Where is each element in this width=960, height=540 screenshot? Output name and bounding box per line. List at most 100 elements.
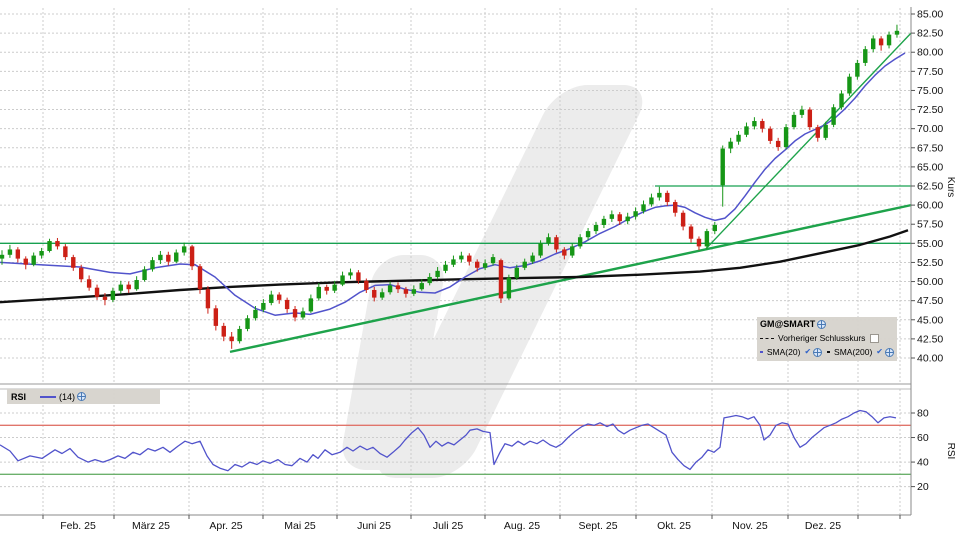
rsi-tick-label: 20	[917, 481, 929, 493]
candle-body	[673, 202, 678, 213]
price-tick-label: 77.50	[917, 66, 943, 78]
candle-body	[102, 296, 108, 300]
globe-icon[interactable]	[885, 347, 894, 357]
month-label: Dez. 25	[805, 520, 841, 532]
candle-body	[63, 246, 68, 258]
candle-body	[839, 93, 844, 108]
candle-body	[475, 261, 480, 268]
price-tick-label: 75.00	[917, 85, 943, 97]
sma20-checkbox[interactable]	[804, 348, 811, 356]
candle-body	[601, 218, 607, 225]
candle-body	[356, 272, 361, 281]
candle-body	[166, 254, 171, 262]
candle-body	[712, 224, 717, 232]
sma200-line-icon	[827, 351, 831, 353]
candle-body	[55, 241, 60, 247]
candle-body	[348, 272, 353, 276]
month-label: Aug. 25	[504, 520, 540, 532]
price-tick-label: 82.50	[917, 28, 943, 40]
candle-body	[435, 270, 440, 277]
candle-body	[490, 257, 496, 264]
candle-body	[498, 260, 504, 299]
candle-body	[181, 246, 187, 253]
trend-line	[705, 32, 912, 250]
candle-body	[467, 255, 472, 262]
month-label: Juni 25	[357, 520, 391, 532]
candle-body	[269, 294, 274, 303]
candle-body	[379, 292, 385, 298]
candle-body	[237, 328, 242, 342]
candle-body	[395, 285, 401, 290]
candle-body	[831, 107, 836, 125]
prev-close-label[interactable]: Vorheriger Schlusskurs	[778, 333, 866, 343]
candle-body	[768, 128, 773, 141]
candle-body	[744, 126, 749, 135]
price-tick-label: 50.00	[917, 276, 943, 288]
legend-row-symbol: GM@SMART	[757, 317, 897, 331]
candle-body	[71, 257, 76, 268]
price-tick-label: 72.50	[917, 104, 943, 116]
candle-body	[871, 38, 876, 50]
candle-body	[775, 140, 781, 148]
candle-body	[665, 192, 670, 203]
candle-body	[696, 238, 702, 247]
candle-body	[419, 283, 424, 290]
candle-body	[134, 280, 139, 290]
candle-body	[332, 284, 337, 291]
candle-body	[815, 127, 820, 138]
sma200-label[interactable]: SMA(200)	[834, 347, 873, 357]
prev-close-checkbox[interactable]	[870, 333, 880, 343]
candle-body	[855, 62, 860, 77]
candle-body	[443, 264, 448, 271]
candle-body	[506, 277, 512, 299]
candle-body	[0, 254, 5, 259]
candle-body	[530, 255, 535, 262]
candle-body	[783, 127, 789, 148]
candle-body	[403, 289, 409, 294]
candle-body	[680, 212, 686, 227]
candle-body	[23, 258, 28, 265]
candle-body	[205, 289, 211, 309]
rsi-axis-title: RSI	[945, 443, 956, 460]
candle-body	[284, 299, 290, 310]
candle-body	[340, 275, 345, 285]
candle-body	[791, 114, 797, 128]
candle-body	[197, 266, 203, 290]
candle-body	[126, 284, 131, 290]
candle-body	[150, 260, 155, 270]
rsi-title[interactable]: RSI	[11, 391, 27, 402]
month-label: Feb. 25	[60, 520, 96, 532]
candle-body	[593, 224, 599, 232]
price-tick-label: 52.50	[917, 257, 943, 269]
candle-body	[538, 243, 543, 256]
candle-body	[823, 124, 828, 138]
price-tick-label: 70.00	[917, 123, 943, 135]
candle-body	[142, 269, 147, 281]
month-label: Sept. 25	[578, 520, 617, 532]
legend-row-prev-close: Vorheriger Schlusskurs	[757, 331, 897, 345]
candle-body	[760, 121, 765, 129]
candle-body	[174, 252, 179, 262]
globe-icon[interactable]	[817, 319, 827, 329]
sma20-label[interactable]: SMA(20)	[766, 347, 801, 357]
candle-body	[522, 261, 527, 268]
candle-body	[94, 287, 100, 297]
rsi-legend: RSI (14)	[7, 389, 160, 404]
sma200-series	[0, 229, 909, 304]
candle-body	[570, 246, 575, 256]
month-label: Juli 25	[433, 520, 464, 532]
trend-line	[229, 203, 912, 354]
price-tick-label: 80.00	[917, 47, 943, 59]
sma200-checkbox[interactable]	[876, 348, 883, 356]
price-axis-title: Kurs	[945, 177, 956, 198]
price-tick-label: 45.00	[917, 314, 943, 326]
candle-body	[752, 121, 757, 127]
globe-icon[interactable]	[77, 392, 87, 401]
rsi-period-label[interactable]: (14)	[59, 391, 76, 402]
price-tick-label: 55.00	[917, 238, 943, 250]
symbol-label[interactable]: GM@SMART	[760, 319, 816, 329]
candle-body	[704, 231, 710, 247]
candle-body	[878, 38, 884, 46]
globe-icon[interactable]	[813, 347, 823, 357]
